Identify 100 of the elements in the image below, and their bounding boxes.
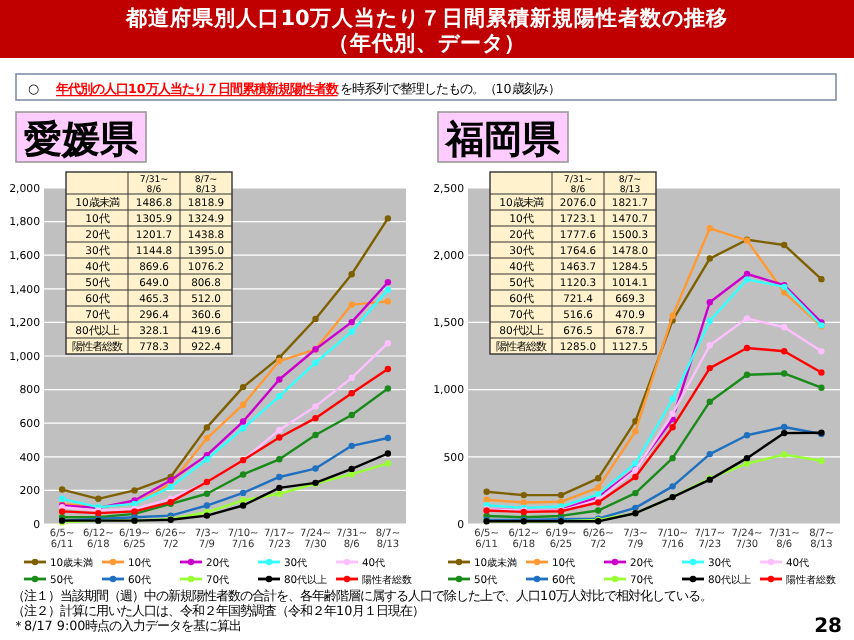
point xyxy=(384,215,392,222)
point xyxy=(557,491,565,499)
point xyxy=(276,434,283,441)
point xyxy=(781,423,788,431)
point xyxy=(95,495,102,502)
point xyxy=(706,255,713,262)
point xyxy=(384,365,392,373)
point xyxy=(348,471,355,478)
point xyxy=(818,457,825,464)
point xyxy=(781,429,788,437)
point xyxy=(384,298,392,305)
point xyxy=(781,348,788,355)
point xyxy=(348,390,355,397)
point xyxy=(348,301,355,308)
chart-title: 愛媛県 xyxy=(24,118,140,162)
point xyxy=(706,317,713,325)
point xyxy=(669,395,676,403)
point xyxy=(239,502,247,509)
point xyxy=(384,279,392,286)
point xyxy=(348,465,355,473)
point xyxy=(131,487,138,494)
point xyxy=(203,456,211,463)
point xyxy=(276,393,283,400)
point xyxy=(239,425,247,432)
point xyxy=(706,225,713,232)
point xyxy=(669,483,676,490)
point xyxy=(743,344,751,352)
point xyxy=(743,432,751,439)
point xyxy=(239,418,247,425)
point xyxy=(818,275,825,283)
point xyxy=(384,286,392,293)
point xyxy=(312,431,319,439)
text: （年代別、データ） xyxy=(328,30,526,56)
point xyxy=(632,489,639,497)
point xyxy=(384,385,392,392)
point xyxy=(203,502,211,509)
point xyxy=(520,499,527,506)
text: 28 xyxy=(814,616,843,638)
point xyxy=(203,490,211,497)
point xyxy=(781,370,788,377)
point xyxy=(818,369,825,376)
point xyxy=(595,507,602,514)
point xyxy=(203,424,211,431)
point xyxy=(818,348,825,355)
point xyxy=(483,488,490,495)
point xyxy=(348,271,355,278)
point xyxy=(743,454,751,462)
point xyxy=(276,426,283,434)
point xyxy=(239,489,247,497)
point xyxy=(239,497,247,504)
point xyxy=(276,490,283,497)
point xyxy=(632,504,639,512)
point xyxy=(312,414,319,422)
point xyxy=(743,460,751,467)
point xyxy=(276,376,283,383)
point xyxy=(58,495,66,502)
point xyxy=(781,289,788,296)
point xyxy=(312,315,319,323)
point xyxy=(706,450,713,458)
point xyxy=(312,359,319,366)
point xyxy=(239,471,247,478)
point xyxy=(348,318,355,326)
point xyxy=(239,401,247,408)
point xyxy=(781,451,788,458)
point xyxy=(276,484,283,492)
point xyxy=(669,312,676,319)
point xyxy=(312,465,319,472)
point xyxy=(384,460,392,467)
point xyxy=(276,473,283,481)
point xyxy=(520,491,527,499)
point xyxy=(483,496,490,504)
point xyxy=(348,328,355,335)
point xyxy=(595,475,602,482)
point xyxy=(58,486,66,493)
point xyxy=(669,454,676,462)
point xyxy=(743,371,751,379)
point xyxy=(239,383,247,391)
point xyxy=(276,456,283,463)
point xyxy=(706,342,713,349)
point xyxy=(818,384,825,391)
point xyxy=(632,473,639,481)
point xyxy=(706,398,713,405)
point xyxy=(781,324,788,331)
point xyxy=(348,411,355,419)
point xyxy=(632,428,639,435)
point xyxy=(781,241,788,249)
point xyxy=(706,299,713,306)
point xyxy=(595,484,602,491)
point xyxy=(348,374,355,382)
point xyxy=(706,364,713,372)
point xyxy=(669,424,676,431)
point xyxy=(384,434,392,442)
point xyxy=(743,315,751,322)
point xyxy=(669,410,676,417)
point xyxy=(312,403,319,410)
point xyxy=(384,340,392,347)
point xyxy=(203,435,211,442)
point xyxy=(384,450,392,457)
text: 都道府県別人口10万人当たり７日間累積新規陽性者数の推移 xyxy=(124,5,728,31)
point xyxy=(348,442,355,450)
